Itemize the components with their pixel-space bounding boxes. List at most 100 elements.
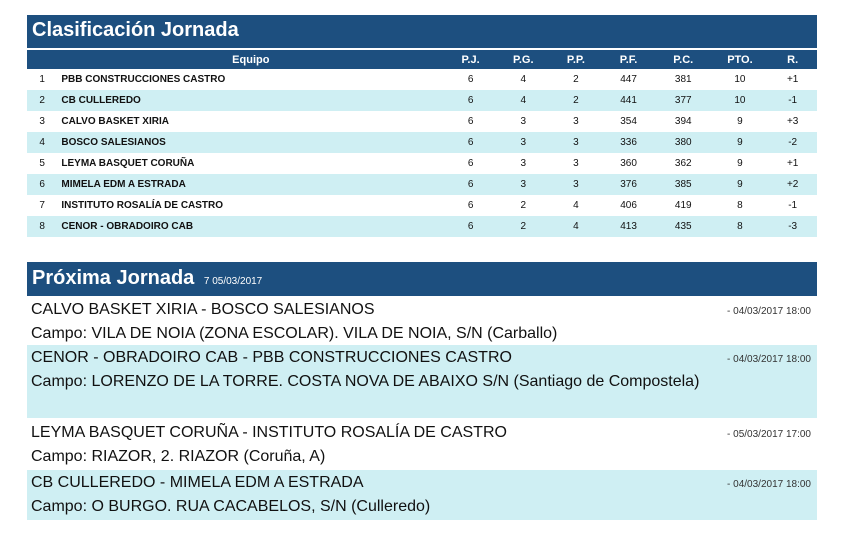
- standings-table: Equipo P.J. P.G. P.P. P.F. P.C. PTO. R. …: [27, 50, 817, 237]
- cell-pf: 376: [602, 174, 655, 195]
- cell-pos: 1: [27, 69, 58, 90]
- col-pp[interactable]: P.P.: [549, 50, 603, 69]
- match-teams: CENOR - OBRADOIRO CAB - PBB CONSTRUCCION…: [31, 349, 512, 366]
- cell-r: +3: [768, 111, 817, 132]
- cell-pp: 3: [549, 174, 603, 195]
- cell-pp: 4: [549, 216, 603, 237]
- col-pos: [27, 50, 58, 69]
- cell-pj: 6: [444, 153, 497, 174]
- cell-pj: 6: [444, 174, 497, 195]
- col-pf[interactable]: P.F.: [602, 50, 655, 69]
- cell-r: -2: [768, 132, 817, 153]
- cell-pj: 6: [444, 195, 497, 216]
- cell-pos: 2: [27, 90, 58, 111]
- match-teams: LEYMA BASQUET CORUÑA - INSTITUTO ROSALÍA…: [31, 424, 507, 441]
- match-teams: CALVO BASKET XIRIA - BOSCO SALESIANOS: [31, 301, 375, 318]
- table-row[interactable]: 1 PBB CONSTRUCCIONES CASTRO 6 4 2 447 381 10 +1: [27, 69, 817, 90]
- match-item[interactable]: CALVO BASKET XIRIA - BOSCO SALESIANOS Ca…: [27, 297, 817, 343]
- match-venue: Campo: O BURGO. RUA CACABELOS, S/N (Cull…: [31, 498, 431, 515]
- cell-pj: 6: [444, 216, 497, 237]
- cell-pj: 6: [444, 69, 497, 90]
- cell-pos: 7: [27, 195, 58, 216]
- cell-pto: 9: [711, 132, 769, 153]
- cell-team[interactable]: MIMELA EDM A ESTRADA: [57, 174, 445, 195]
- table-row[interactable]: 8 CENOR - OBRADOIRO CAB 6 2 4 413 435 8 -3: [27, 216, 817, 237]
- cell-pc: 394: [654, 111, 712, 132]
- match-venue: Campo: RIAZOR, 2. RIAZOR (Coruña, A): [31, 448, 326, 465]
- match-item[interactable]: CB CULLEREDO - MIMELA EDM A ESTRADA Camp…: [27, 470, 817, 520]
- table-row[interactable]: 2 CB CULLEREDO 6 4 2 441 377 10 -1: [27, 90, 817, 111]
- cell-pg: 2: [496, 216, 550, 237]
- cell-team[interactable]: CENOR - OBRADOIRO CAB: [57, 216, 445, 237]
- cell-r: -1: [768, 195, 817, 216]
- cell-pj: 6: [444, 111, 497, 132]
- cell-pg: 4: [496, 69, 550, 90]
- col-equipo[interactable]: Equipo: [57, 50, 445, 69]
- table-row[interactable]: 4 BOSCO SALESIANOS 6 3 3 336 380 9 -2: [27, 132, 817, 153]
- cell-pf: 354: [602, 111, 655, 132]
- table-row[interactable]: 7 INSTITUTO ROSALÍA DE CASTRO 6 2 4 406 419 8 -1: [27, 195, 817, 216]
- cell-pos: 3: [27, 111, 58, 132]
- cell-pos: 5: [27, 153, 58, 174]
- cell-pf: 441: [602, 90, 655, 111]
- table-row[interactable]: 3 CALVO BASKET XIRIA 6 3 3 354 394 9 +3: [27, 111, 817, 132]
- cell-pp: 3: [549, 111, 603, 132]
- cell-pc: 435: [654, 216, 712, 237]
- cell-pp: 3: [549, 153, 603, 174]
- cell-pf: 406: [602, 195, 655, 216]
- cell-r: +1: [768, 69, 817, 90]
- match-item[interactable]: LEYMA BASQUET CORUÑA - INSTITUTO ROSALÍA…: [27, 420, 817, 468]
- cell-r: -1: [768, 90, 817, 111]
- cell-pp: 2: [549, 69, 603, 90]
- cell-pg: 3: [496, 174, 550, 195]
- cell-team[interactable]: BOSCO SALESIANOS: [57, 132, 445, 153]
- cell-pj: 6: [444, 90, 497, 111]
- table-row[interactable]: 5 LEYMA BASQUET CORUÑA 6 3 3 360 362 9 +1: [27, 153, 817, 174]
- cell-pj: 6: [444, 132, 497, 153]
- cell-pto: 8: [711, 195, 769, 216]
- col-r[interactable]: R.: [768, 50, 817, 69]
- col-pj[interactable]: P.J.: [444, 50, 497, 69]
- match-item[interactable]: CENOR - OBRADOIRO CAB - PBB CONSTRUCCION…: [27, 345, 817, 418]
- cell-pc: 419: [654, 195, 712, 216]
- col-pc[interactable]: P.C.: [654, 50, 712, 69]
- cell-r: -3: [768, 216, 817, 237]
- col-pto[interactable]: PTO.: [711, 50, 769, 69]
- cell-team[interactable]: INSTITUTO ROSALÍA DE CASTRO: [57, 195, 445, 216]
- cell-team[interactable]: PBB CONSTRUCCIONES CASTRO: [57, 69, 445, 90]
- cell-pc: 377: [654, 90, 712, 111]
- cell-pc: 380: [654, 132, 712, 153]
- cell-pto: 9: [711, 153, 769, 174]
- cell-pto: 9: [711, 174, 769, 195]
- standings-title: Clasificación Jornada: [32, 19, 239, 41]
- cell-team[interactable]: CB CULLEREDO: [57, 90, 445, 111]
- cell-pp: 3: [549, 132, 603, 153]
- cell-pg: 3: [496, 153, 550, 174]
- cell-pf: 360: [602, 153, 655, 174]
- cell-r: +1: [768, 153, 817, 174]
- cell-pf: 447: [602, 69, 655, 90]
- cell-pos: 6: [27, 174, 58, 195]
- cell-pp: 4: [549, 195, 603, 216]
- cell-pto: 10: [711, 90, 769, 111]
- standings-header-row: Equipo P.J. P.G. P.P. P.F. P.C. PTO. R.: [27, 50, 817, 69]
- cell-pg: 4: [496, 90, 550, 111]
- cell-pc: 362: [654, 153, 712, 174]
- table-row[interactable]: 6 MIMELA EDM A ESTRADA 6 3 3 376 385 9 +2: [27, 174, 817, 195]
- cell-pos: 8: [27, 216, 58, 237]
- match-venue: Campo: LORENZO DE LA TORRE. COSTA NOVA D…: [31, 373, 700, 390]
- col-pg[interactable]: P.G.: [496, 50, 550, 69]
- match-teams: CB CULLEREDO - MIMELA EDM A ESTRADA: [31, 474, 364, 491]
- next-round-date: 7 05/03/2017: [203, 276, 263, 287]
- cell-pp: 2: [549, 90, 603, 111]
- cell-pg: 3: [496, 132, 550, 153]
- cell-pf: 336: [602, 132, 655, 153]
- cell-team[interactable]: CALVO BASKET XIRIA: [57, 111, 445, 132]
- standings-header: Clasificación Jornada: [27, 15, 817, 48]
- cell-pg: 3: [496, 111, 550, 132]
- match-datetime: - 04/03/2017 18:00: [727, 306, 811, 317]
- match-datetime: - 04/03/2017 18:00: [727, 354, 811, 365]
- cell-team[interactable]: LEYMA BASQUET CORUÑA: [57, 153, 445, 174]
- cell-pf: 413: [602, 216, 655, 237]
- cell-pto: 10: [711, 69, 769, 90]
